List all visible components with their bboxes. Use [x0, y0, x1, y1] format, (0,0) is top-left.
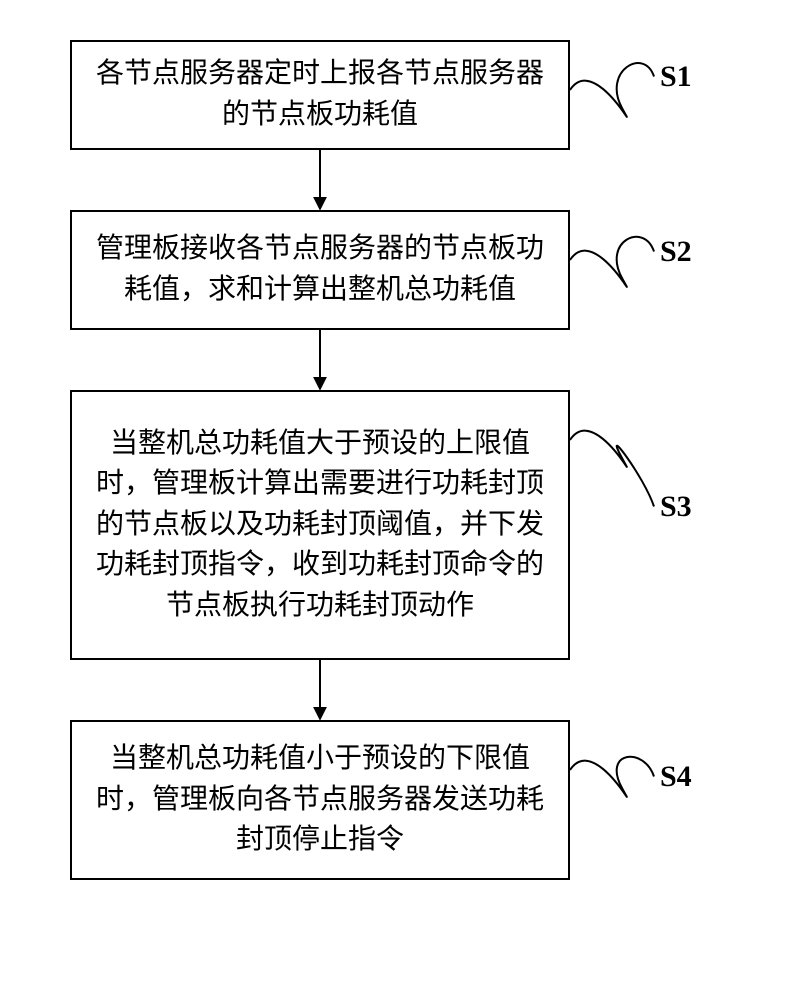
flow-label-s4: S4 — [660, 760, 692, 794]
flow-node-text-s2: 管理板接收各节点服务器的节点板功耗值，求和计算出整机总功耗值 — [86, 229, 554, 310]
flow-node-s3: 当整机总功耗值大于预设的上限值时，管理板计算出需要进行功耗封顶的节点板以及功耗封… — [70, 390, 570, 660]
flowchart-canvas: 各节点服务器定时上报各节点服务器的节点板功耗值 S1 管理板接收各节点服务器的节点板… — [0, 0, 800, 1000]
flow-label-s3: S3 — [660, 490, 692, 524]
flow-label-s2: S2 — [660, 235, 692, 269]
flow-label-s1: S1 — [660, 60, 692, 94]
flow-node-text-s3: 当整机总功耗值大于预设的上限值时，管理板计算出需要进行功耗封顶的节点板以及功耗封… — [86, 424, 554, 627]
flow-node-s2: 管理板接收各节点服务器的节点板功耗值，求和计算出整机总功耗值 — [70, 210, 570, 330]
flow-node-text-s4: 当整机总功耗值小于预设的下限值时，管理板向各节点服务器发送功耗封顶停止指令 — [86, 739, 554, 861]
flow-node-s1: 各节点服务器定时上报各节点服务器的节点板功耗值 — [70, 40, 570, 150]
flow-node-text-s1: 各节点服务器定时上报各节点服务器的节点板功耗值 — [86, 54, 554, 135]
flow-node-s4: 当整机总功耗值小于预设的下限值时，管理板向各节点服务器发送功耗封顶停止指令 — [70, 720, 570, 880]
